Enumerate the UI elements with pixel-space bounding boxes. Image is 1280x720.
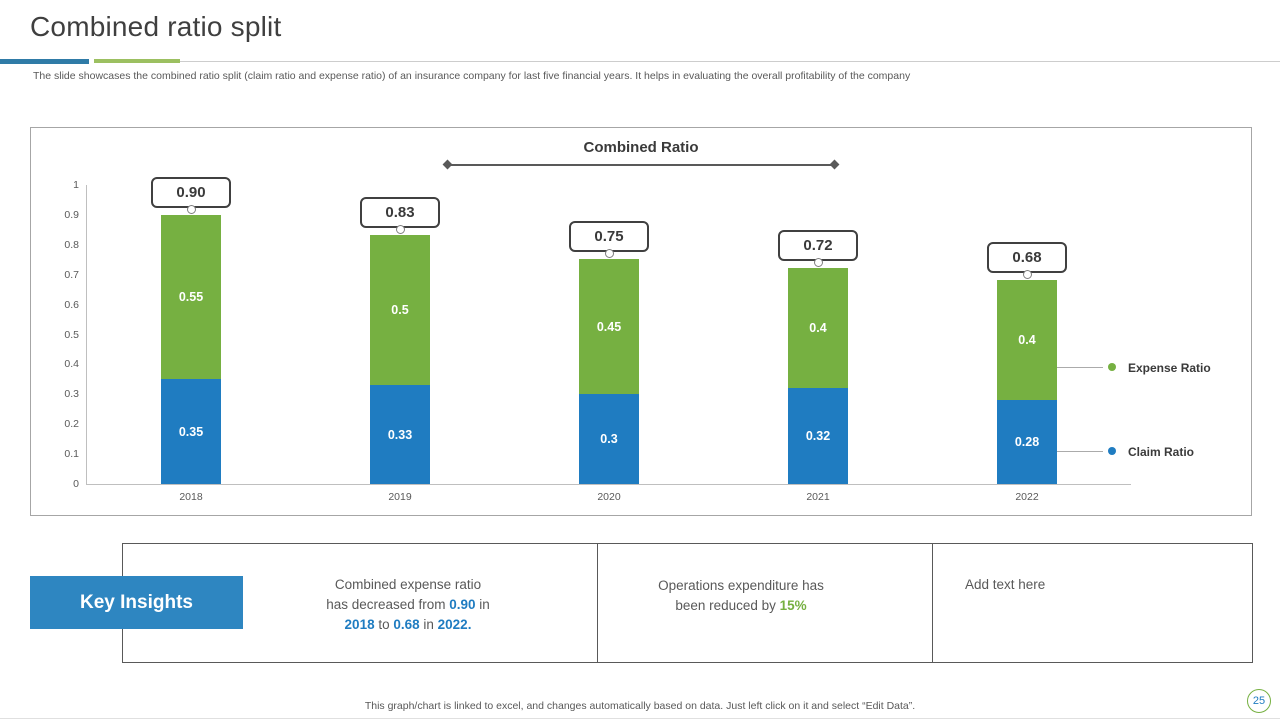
bar-value-claim-2019: 0.33 — [387, 427, 413, 442]
x-axis-line — [86, 484, 1131, 485]
y-tick-label-0.6: 0.6 — [64, 298, 79, 311]
legend-label-expense: Expense Ratio — [1128, 361, 1211, 375]
callout-connector-2018 — [187, 205, 196, 214]
highlight-068: 0.68 — [393, 617, 420, 632]
total-callout-2022: 0.68 — [987, 242, 1067, 273]
bar-value-claim-2021: 0.32 — [805, 429, 831, 443]
slide-subtitle: The slide showcases the combined ratio s… — [33, 70, 911, 82]
highlight-2022: 2022. — [437, 617, 472, 632]
total-callout-2018: 0.90 — [151, 177, 231, 208]
bar-segment-claim-2020: 0.3 — [579, 394, 639, 484]
insight-text-1: Combined expense ratio has decreased fro… — [326, 577, 490, 632]
chart-title: Combined Ratio — [583, 139, 699, 156]
highlight-15pct: 15% — [779, 598, 807, 613]
y-tick-label-0.7: 0.7 — [64, 268, 79, 281]
callout-connector-2021 — [814, 258, 823, 267]
bar-value-claim-2018: 0.35 — [178, 424, 204, 439]
x-tick-label-2021: 2021 — [806, 491, 830, 503]
legend-leader-claim — [1057, 451, 1103, 452]
header-divider — [180, 60, 1280, 62]
combined-ratio-chart[interactable]: Combined Ratio 0 0.1 0.2 0.3 0.4 0.5 0.6 0.7 0.8… — [30, 127, 1252, 516]
bar-segment-claim-2019: 0.33 — [370, 385, 430, 484]
bar-segment-expense-2020: 0.45 — [579, 259, 639, 394]
insights-panel: Combined expense ratio has decreased fro… — [122, 543, 1253, 663]
title-underline — [0, 58, 1280, 64]
bar-segment-expense-2019: 0.5 — [370, 235, 430, 385]
y-tick-label-0.1: 0.1 — [64, 448, 79, 461]
x-tick-label-2020: 2020 — [597, 491, 621, 503]
page-title: Combined ratio split — [30, 11, 282, 42]
y-tick-label-0.4: 0.4 — [64, 358, 79, 371]
bar-value-expense-2021: 0.4 — [809, 321, 827, 335]
total-callout-2020: 0.75 — [569, 221, 649, 252]
callout-connector-2020 — [605, 249, 614, 258]
legend-leader-expense — [1057, 367, 1103, 368]
bar-segment-claim-2021: 0.32 — [788, 388, 848, 484]
total-callout-2021: 0.72 — [778, 230, 858, 261]
y-axis-line — [86, 185, 87, 484]
x-tick-label-2018: 2018 — [179, 491, 203, 503]
y-tick-label-0: 0 — [73, 478, 79, 490]
add-text-placeholder[interactable]: Add text here — [965, 577, 1046, 592]
y-tick-label-0.5: 0.5 — [64, 328, 79, 341]
y-tick-label-0.2: 0.2 — [64, 418, 79, 431]
x-tick-label-2019: 2019 — [388, 491, 412, 503]
legend-dot-expense — [1108, 363, 1116, 371]
bar-value-claim-2022: 0.28 — [1014, 435, 1040, 449]
bar-segment-claim-2018: 0.35 — [161, 379, 221, 484]
bar-segment-expense-2021: 0.4 — [788, 268, 848, 388]
insights-divider-2 — [932, 544, 933, 662]
bar-segment-expense-2022: 0.4 — [997, 280, 1057, 400]
bar-value-expense-2019: 0.5 — [391, 303, 409, 317]
total-callout-2019: 0.83 — [360, 197, 440, 228]
bar-value-expense-2022: 0.4 — [1018, 333, 1036, 347]
chart-title-brace — [442, 159, 840, 170]
bar-value-expense-2018: 0.55 — [178, 290, 204, 304]
bottom-divider — [0, 718, 1280, 719]
callout-connector-2022 — [1023, 270, 1032, 279]
y-tick-label-1: 1 — [73, 179, 79, 191]
legend-dot-claim — [1108, 447, 1116, 455]
title-underline-green — [94, 59, 180, 63]
legend-label-claim: Claim Ratio — [1128, 445, 1195, 459]
insight-text-2: Operations expenditure has been reduced … — [658, 578, 824, 613]
bar-value-claim-2020: 0.3 — [600, 432, 618, 446]
plot-area: 0 0.1 0.2 0.3 0.4 0.5 0.6 0.7 0.8 0.9 1 0.55 0.35 0.9… — [31, 128, 1251, 515]
x-tick-label-2022: 2022 — [1015, 491, 1039, 503]
y-tick-label-0.3: 0.3 — [64, 388, 79, 401]
y-tick-label-0.9: 0.9 — [64, 208, 79, 221]
y-tick-label-0.8: 0.8 — [64, 238, 79, 251]
highlight-2018: 2018 — [344, 617, 375, 632]
bar-value-expense-2020: 0.45 — [596, 319, 622, 334]
page-number-badge: 25 — [1247, 689, 1271, 713]
bar-segment-expense-2018: 0.55 — [161, 215, 221, 379]
title-underline-blue — [0, 58, 89, 64]
insights-divider-1 — [597, 544, 598, 662]
footer-note: This graph/chart is linked to excel, and… — [364, 700, 916, 712]
highlight-090: 0.90 — [449, 597, 476, 612]
callout-connector-2019 — [396, 225, 405, 234]
key-insights-button[interactable]: Key Insights — [30, 576, 243, 629]
bar-segment-claim-2022: 0.28 — [997, 400, 1057, 484]
